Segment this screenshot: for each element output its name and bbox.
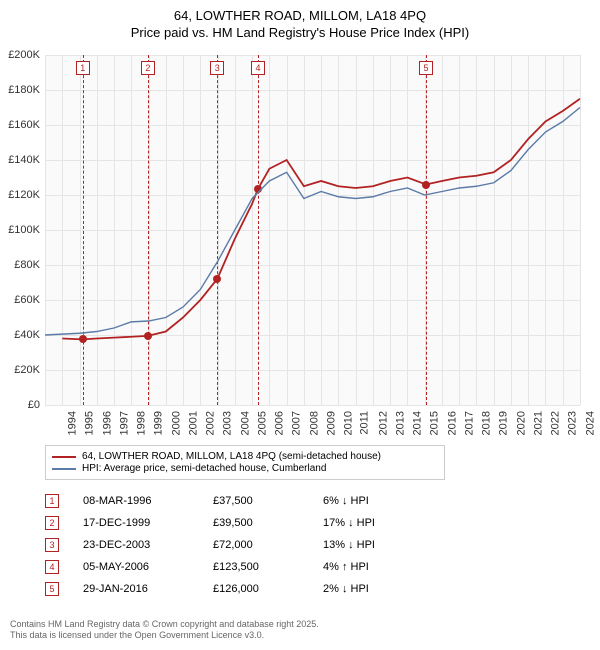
x-tick-label: 2016 xyxy=(446,411,458,435)
x-tick-label: 2004 xyxy=(239,411,251,435)
sales-price: £126,000 xyxy=(213,583,323,595)
sales-marker: 2 xyxy=(45,516,59,530)
sales-table: 108-MAR-1996£37,5006% ↓ HPI217-DEC-1999£… xyxy=(45,490,433,600)
x-tick-label: 2008 xyxy=(308,411,320,435)
sales-price: £37,500 xyxy=(213,495,323,507)
x-tick-label: 2018 xyxy=(481,411,493,435)
sales-date: 23-DEC-2003 xyxy=(83,539,213,551)
x-tick-label: 2009 xyxy=(325,411,337,435)
chart-title: 64, LOWTHER ROAD, MILLOM, LA18 4PQ xyxy=(0,0,600,25)
sales-diff: 6% ↓ HPI xyxy=(323,495,433,507)
x-tick-label: 2022 xyxy=(550,411,562,435)
x-tick-label: 2000 xyxy=(170,411,182,435)
x-tick-label: 2010 xyxy=(343,411,355,435)
x-tick-label: 2001 xyxy=(187,411,199,435)
x-tick-label: 2021 xyxy=(532,411,544,435)
sales-date: 17-DEC-1999 xyxy=(83,517,213,529)
series-property xyxy=(62,99,580,340)
x-tick-label: 2011 xyxy=(359,411,371,435)
sales-row: 3 23-DEC-2003£72,00013% ↓ HPI xyxy=(45,534,433,556)
y-tick-label: £100K xyxy=(8,224,40,236)
footer-line-1: Contains HM Land Registry data © Crown c… xyxy=(10,619,319,631)
sales-date: 08-MAR-1996 xyxy=(83,495,213,507)
chart-area: 12345 xyxy=(45,55,580,405)
sales-date: 05-MAY-2006 xyxy=(83,561,213,573)
sales-marker: 4 xyxy=(45,560,59,574)
x-tick-label: 1997 xyxy=(118,411,130,435)
x-tick-label: 1996 xyxy=(101,411,113,435)
legend-item: 64, LOWTHER ROAD, MILLOM, LA18 4PQ (semi… xyxy=(52,451,438,462)
y-tick-label: £180K xyxy=(8,84,40,96)
y-tick-label: £60K xyxy=(14,294,40,306)
sales-diff: 2% ↓ HPI xyxy=(323,583,433,595)
sales-date: 29-JAN-2016 xyxy=(83,583,213,595)
x-tick-label: 2015 xyxy=(429,411,441,435)
x-tick-label: 2005 xyxy=(256,411,268,435)
sales-row: 5 29-JAN-2016£126,0002% ↓ HPI xyxy=(45,578,433,600)
legend-label: 64, LOWTHER ROAD, MILLOM, LA18 4PQ (semi… xyxy=(82,451,381,462)
sales-row: 2 17-DEC-1999£39,50017% ↓ HPI xyxy=(45,512,433,534)
x-tick-label: 2006 xyxy=(274,411,286,435)
x-tick-label: 1995 xyxy=(84,411,96,435)
chart-subtitle: Price paid vs. HM Land Registry's House … xyxy=(0,25,600,46)
x-tick-label: 2002 xyxy=(205,411,217,435)
y-tick-label: £80K xyxy=(14,259,40,271)
y-tick-label: £200K xyxy=(8,49,40,61)
line-plot xyxy=(45,55,580,405)
x-tick-label: 2024 xyxy=(584,411,596,435)
series-hpi xyxy=(45,108,580,336)
y-tick-label: £160K xyxy=(8,119,40,131)
sales-diff: 13% ↓ HPI xyxy=(323,539,433,551)
y-tick-label: £140K xyxy=(8,154,40,166)
x-tick-label: 2020 xyxy=(515,411,527,435)
x-tick-label: 2012 xyxy=(377,411,389,435)
footer: Contains HM Land Registry data © Crown c… xyxy=(10,619,319,642)
sales-marker: 3 xyxy=(45,538,59,552)
x-tick-label: 2014 xyxy=(412,411,424,435)
sales-price: £72,000 xyxy=(213,539,323,551)
y-tick-label: £40K xyxy=(14,329,40,341)
x-tick-label: 1994 xyxy=(66,411,78,435)
sales-row: 1 08-MAR-1996£37,5006% ↓ HPI xyxy=(45,490,433,512)
legend-swatch xyxy=(52,468,76,470)
legend-swatch xyxy=(52,456,76,458)
y-tick-label: £20K xyxy=(14,364,40,376)
sales-price: £123,500 xyxy=(213,561,323,573)
x-tick-label: 2017 xyxy=(463,411,475,435)
x-tick-label: 2023 xyxy=(567,411,579,435)
footer-line-2: This data is licensed under the Open Gov… xyxy=(10,630,319,642)
x-tick-label: 1999 xyxy=(153,411,165,435)
sales-diff: 17% ↓ HPI xyxy=(323,517,433,529)
y-tick-label: £0 xyxy=(28,399,40,411)
x-tick-label: 1998 xyxy=(136,411,148,435)
sales-marker: 5 xyxy=(45,582,59,596)
legend: 64, LOWTHER ROAD, MILLOM, LA18 4PQ (semi… xyxy=(45,445,445,480)
legend-item: HPI: Average price, semi-detached house,… xyxy=(52,463,438,474)
legend-label: HPI: Average price, semi-detached house,… xyxy=(82,463,326,474)
sales-marker: 1 xyxy=(45,494,59,508)
x-tick-label: 2003 xyxy=(222,411,234,435)
sales-price: £39,500 xyxy=(213,517,323,529)
x-tick-label: 2007 xyxy=(291,411,303,435)
x-tick-label: 2013 xyxy=(394,411,406,435)
sales-row: 4 05-MAY-2006£123,5004% ↑ HPI xyxy=(45,556,433,578)
y-tick-label: £120K xyxy=(8,189,40,201)
sales-diff: 4% ↑ HPI xyxy=(323,561,433,573)
x-tick-label: 2019 xyxy=(498,411,510,435)
